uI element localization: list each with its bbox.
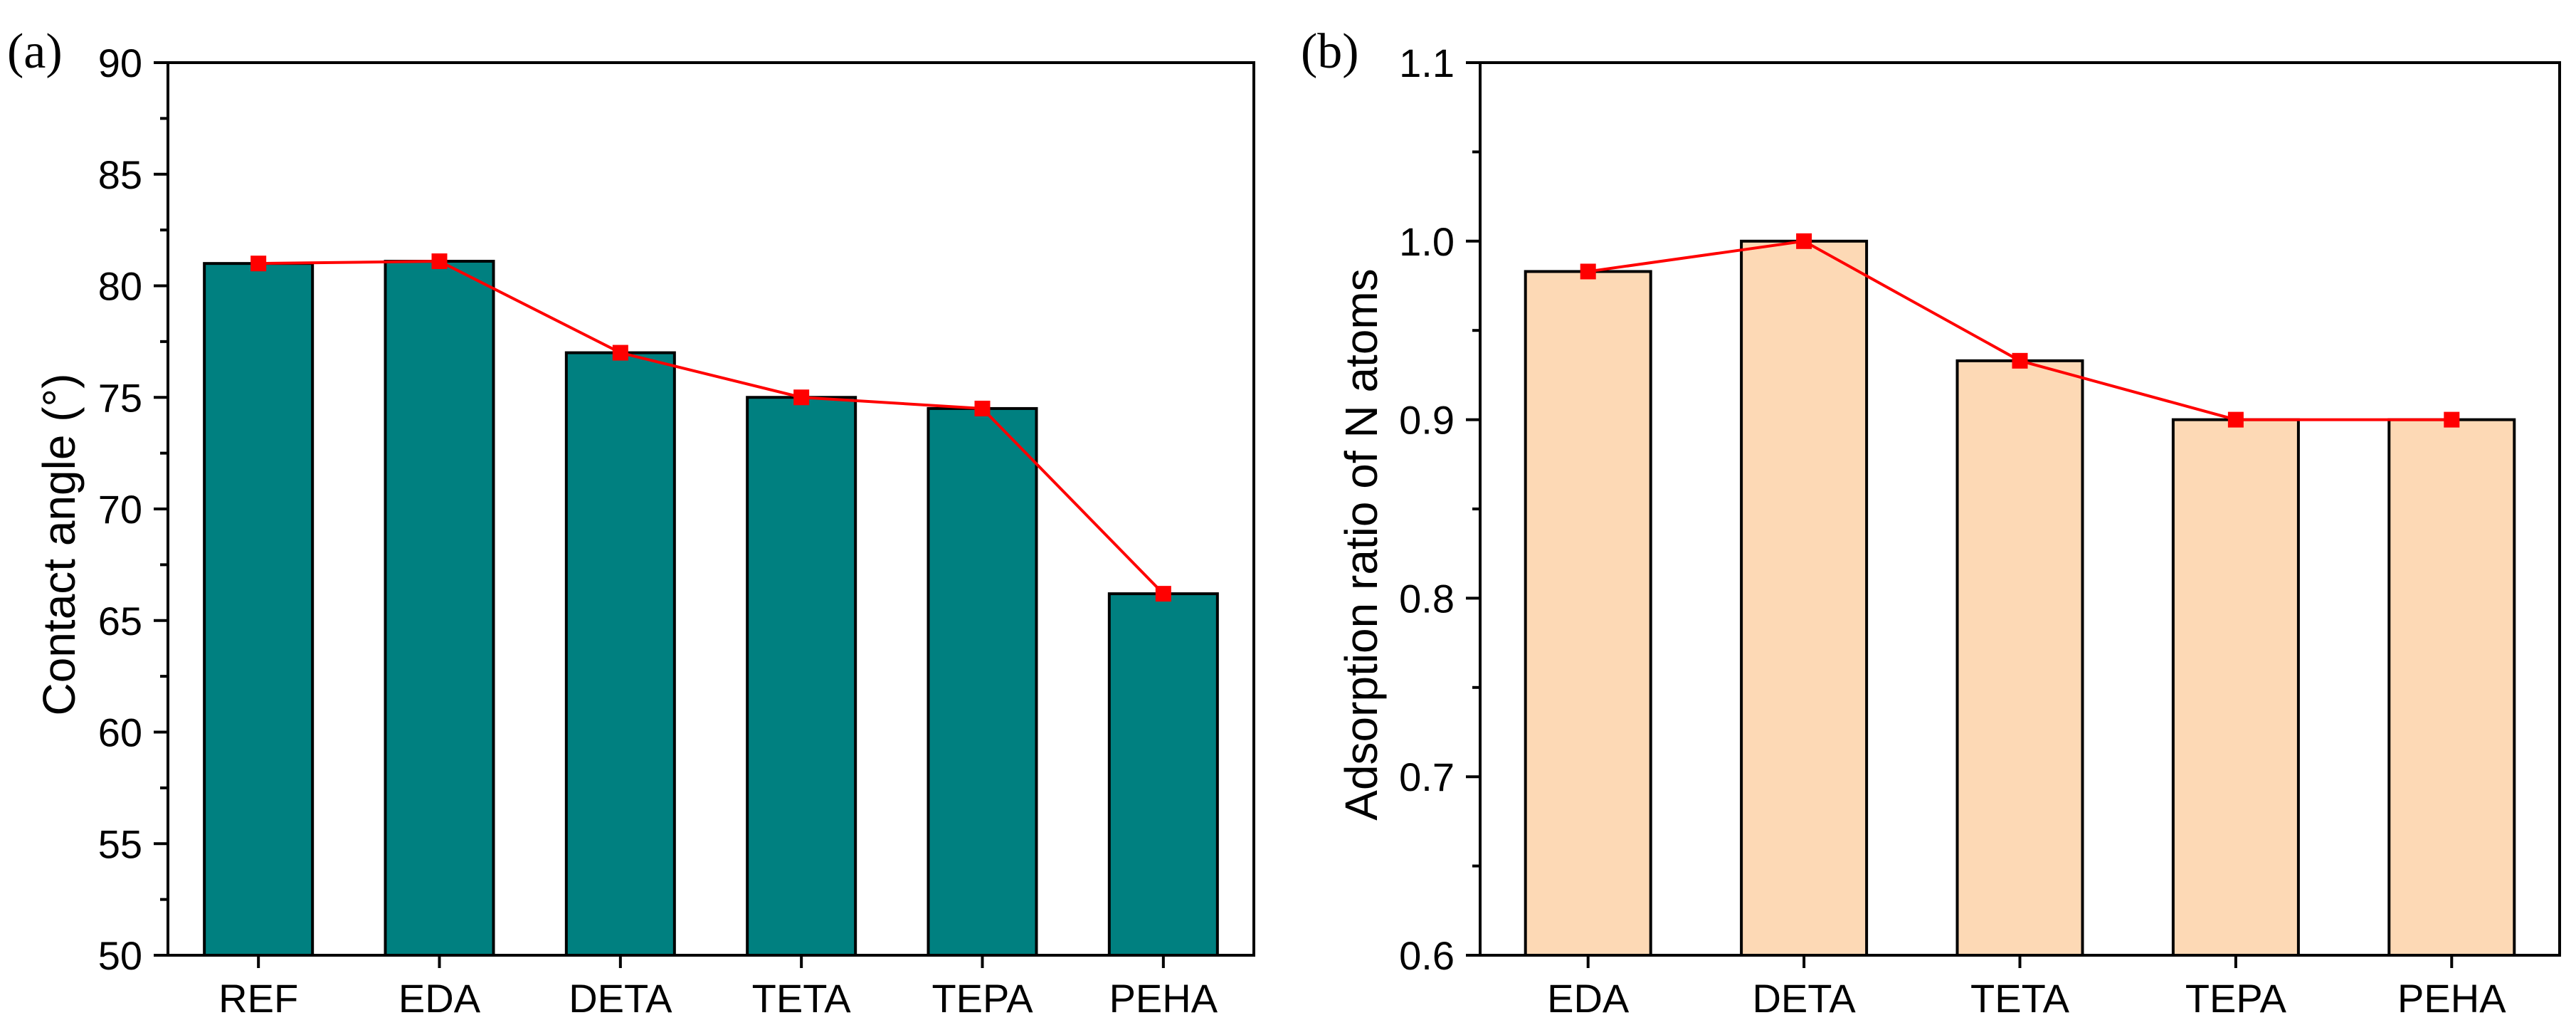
bar-tepa bbox=[2171, 418, 2300, 957]
y-tick-label: 0.6 bbox=[1399, 933, 1455, 978]
x-tick-label-deta: DETA bbox=[569, 976, 672, 1021]
bar-peha bbox=[1107, 592, 1219, 957]
x-tick-label-eda: EDA bbox=[1547, 976, 1630, 1021]
panel-a-y-ticks: 50 55 60 65 70 75 80 85 90 bbox=[98, 41, 168, 978]
y-tick-label: 0.9 bbox=[1399, 398, 1455, 443]
y-tick-label: 90 bbox=[98, 41, 142, 85]
marker-tepa bbox=[2227, 411, 2244, 428]
panel-a-label: (a) bbox=[7, 24, 63, 79]
marker-teta bbox=[2012, 352, 2028, 369]
panel-b-bars bbox=[1524, 239, 2516, 957]
panel-b-y-axis-title: Adsorption ratio of N atoms bbox=[1336, 268, 1387, 820]
panel-a-x-ticks: REF EDA DETA TETA TEPA PEHA bbox=[218, 955, 1218, 1021]
panel-b-adsorption-ratio: (b) Adsorption ratio of N atoms 0.60.70.… bbox=[1301, 24, 2561, 1021]
y-tick-label: 60 bbox=[98, 710, 142, 755]
x-tick-label-deta: DETA bbox=[1752, 976, 1856, 1021]
y-tick-label: 80 bbox=[98, 264, 142, 309]
x-tick-label-teta: TETA bbox=[752, 976, 852, 1021]
marker-deta bbox=[1796, 233, 1812, 249]
x-tick-label-eda: EDA bbox=[398, 976, 481, 1021]
y-tick-label: 55 bbox=[98, 821, 142, 866]
marker-tepa bbox=[974, 400, 991, 416]
panel-b-y-ticks: 0.6 0.7 0.8 0.9 1.0 1.1 bbox=[1399, 41, 1480, 978]
y-tick-label: 70 bbox=[98, 487, 142, 532]
marker-peha bbox=[1155, 586, 1171, 602]
bar-peha bbox=[2387, 418, 2516, 957]
panel-a-bars bbox=[203, 260, 1219, 957]
bar-deta bbox=[564, 351, 676, 957]
panel-b-x-ticks: EDA DETA TETA TEPA PEHA bbox=[1547, 955, 2506, 1021]
y-tick-label: 0.7 bbox=[1399, 755, 1455, 799]
y-tick-label: 50 bbox=[98, 933, 142, 978]
y-tick-label: 0.8 bbox=[1399, 576, 1455, 621]
x-tick-label-tepa: TEPA bbox=[2185, 976, 2287, 1021]
x-tick-label-tepa: TEPA bbox=[931, 976, 1033, 1021]
x-tick-label-ref: REF bbox=[218, 976, 298, 1021]
marker-peha bbox=[2444, 411, 2460, 428]
marker-eda bbox=[1580, 263, 1596, 280]
x-tick-label-peha: PEHA bbox=[2397, 976, 2506, 1021]
panel-b-line-series bbox=[1580, 233, 2460, 428]
panel-a-y-axis-title: Contact angle (°) bbox=[33, 374, 85, 716]
x-tick-label-teta: TETA bbox=[1970, 976, 2070, 1021]
bar-eda bbox=[1524, 270, 1652, 957]
marker-teta bbox=[793, 389, 810, 406]
panel-a-contact-angle: (a) Contact angle (°) 50 55 60 65 70 75 80 85 90… bbox=[7, 24, 1255, 1021]
y-tick-label: 65 bbox=[98, 599, 142, 643]
bar-teta bbox=[1955, 359, 2084, 957]
marker-deta bbox=[612, 345, 628, 361]
panel-a-line-series bbox=[250, 253, 1171, 602]
y-tick-label: 75 bbox=[98, 375, 142, 420]
bar-deta bbox=[1740, 239, 1869, 957]
y-tick-label: 85 bbox=[98, 152, 142, 197]
marker-ref bbox=[250, 256, 267, 272]
bar-tepa bbox=[927, 406, 1038, 957]
panel-a-plot-frame bbox=[167, 61, 1255, 957]
bar-teta bbox=[746, 396, 857, 957]
x-tick-label-peha: PEHA bbox=[1109, 976, 1218, 1021]
panel-b-label: (b) bbox=[1301, 24, 1359, 79]
y-tick-label: 1.1 bbox=[1399, 41, 1455, 85]
marker-eda bbox=[431, 253, 448, 270]
bar-eda bbox=[384, 260, 495, 957]
series-line bbox=[258, 260, 1165, 595]
y-tick-label: 1.0 bbox=[1399, 219, 1455, 264]
bar-ref bbox=[203, 262, 315, 957]
